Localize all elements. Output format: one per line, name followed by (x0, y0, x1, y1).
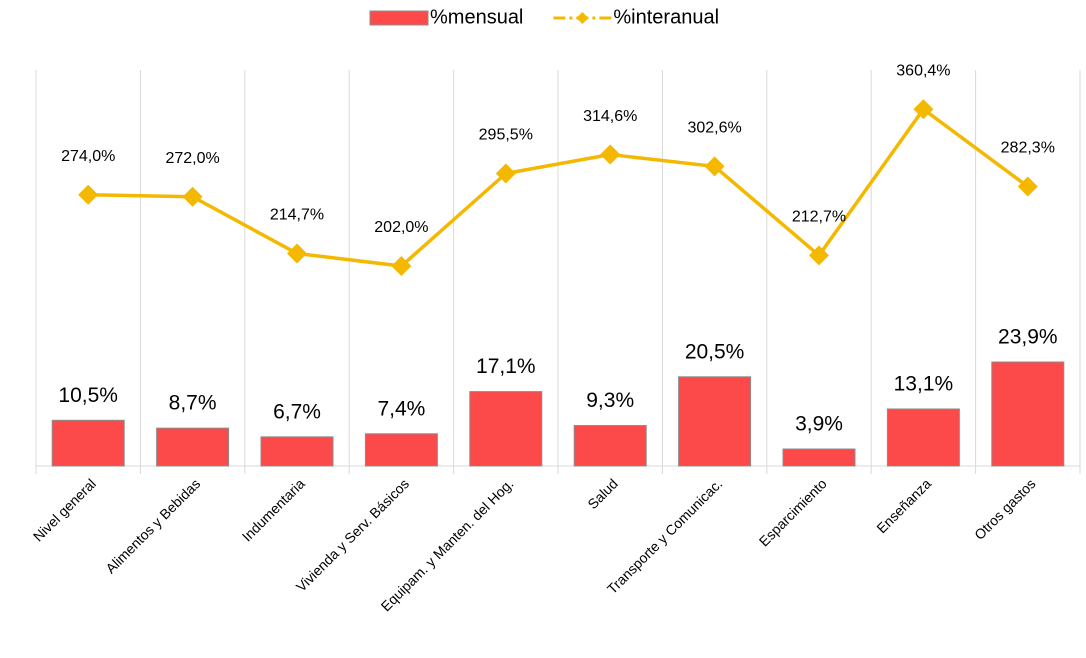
line-marker (78, 184, 99, 205)
x-tick-label: Otros gastos (971, 475, 1038, 542)
line-value-label: 214,7% (270, 207, 324, 224)
bar-value-label: 3,9% (795, 413, 843, 436)
legend-swatch (369, 10, 429, 26)
line-marker (704, 156, 725, 177)
x-tick-label: Alimentos y Bebidas (102, 475, 203, 576)
line-value-label: 314,6% (583, 108, 637, 125)
bar (156, 427, 230, 467)
line-marker (495, 163, 516, 184)
x-tick-label: Esparcimiento (756, 475, 830, 549)
bar-value-label: 6,7% (273, 400, 321, 423)
bar-value-label: 23,9% (998, 326, 1058, 349)
line-value-label: 302,6% (687, 120, 741, 137)
line-marker (913, 99, 934, 120)
line-value-label: 202,0% (374, 219, 428, 236)
line-marker (391, 256, 412, 277)
bar (886, 408, 960, 467)
line-value-label: 272,0% (165, 150, 219, 167)
bar-value-label: 10,5% (58, 384, 118, 407)
bar (782, 448, 856, 467)
line-marker (600, 144, 621, 165)
x-tick-label: Indumentaria (239, 475, 308, 544)
bar-value-label: 9,3% (586, 389, 634, 412)
bar (364, 433, 438, 467)
line-value-label: 282,3% (1001, 140, 1055, 157)
line-marker (287, 243, 307, 264)
bar-value-label: 7,4% (377, 397, 425, 420)
line-marker (182, 186, 203, 207)
line-marker (809, 245, 829, 266)
legend: %mensual %interanual (369, 6, 719, 28)
bar (678, 376, 752, 467)
line-marker (1017, 176, 1038, 197)
x-tick-label: Salud (584, 475, 621, 512)
line-value-label: 360,4% (896, 62, 950, 79)
line (88, 106, 1029, 268)
x-tick-label: Transporte y Comunicac. (604, 475, 726, 597)
bar (260, 436, 334, 467)
legend-label: %mensual (430, 6, 523, 28)
bar-value-label: 20,5% (685, 340, 745, 363)
bar-value-label: 8,7% (169, 392, 217, 415)
x-tick-label: Enseñanza (873, 475, 934, 536)
x-tick-label: Nivel general (30, 475, 99, 544)
bar-value-label: 17,1% (476, 355, 536, 378)
bar (991, 361, 1065, 467)
bar (469, 391, 543, 467)
line-value-label: 212,7% (792, 209, 846, 226)
bar (573, 425, 647, 467)
legend-marker (576, 12, 589, 24)
x-tick-label: Vivienda y Serv. Básicos (293, 475, 412, 594)
line-value-label: 274,0% (61, 148, 115, 165)
bar-value-label: 13,1% (894, 373, 954, 396)
line-value-label: 295,5% (479, 127, 533, 144)
legend-label: %interanual (613, 6, 719, 28)
bar (51, 419, 125, 467)
